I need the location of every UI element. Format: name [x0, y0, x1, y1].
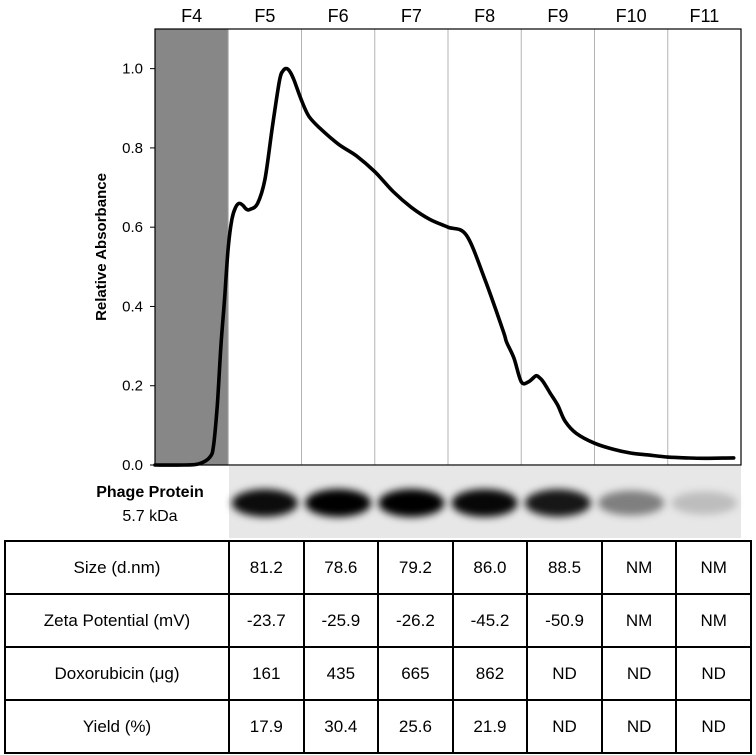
table-cell: -26.2 — [377, 593, 454, 648]
y-tick-label: 0.4 — [122, 298, 143, 315]
table-cell: 25.6 — [377, 699, 454, 754]
gel-bands — [231, 489, 738, 517]
table-cell: 88.5 — [526, 540, 603, 595]
table-cell: ND — [526, 646, 603, 701]
row-label: Doxorubicin (μg) — [4, 646, 230, 701]
fraction-label: F5 — [254, 6, 275, 26]
table-cell: 862 — [451, 646, 529, 701]
fraction-label: F7 — [401, 6, 422, 26]
y-tick-label: 0.0 — [122, 457, 143, 474]
table-cell: 78.6 — [302, 540, 380, 595]
y-axis-ticks: 0.0 0.2 0.4 0.6 0.8 1.0 — [122, 61, 155, 474]
table-cell: 17.9 — [228, 699, 305, 754]
gel-band — [451, 489, 518, 517]
fraction-label: F4 — [181, 6, 202, 26]
data-table: Size (d.nm) 81.2 78.6 79.2 86.0 88.5 NM NM Zeta … — [4, 540, 752, 754]
table-cell: 665 — [377, 646, 454, 701]
table-cell: ND — [526, 699, 603, 754]
gel-band — [524, 489, 591, 517]
gridlines — [227, 29, 669, 465]
fraction-label: F11 — [690, 6, 720, 26]
row-label: Yield (%) — [4, 699, 230, 754]
gel-band — [231, 489, 298, 517]
y-tick-label: 0.8 — [122, 140, 143, 157]
chart: F4 F5 F6 F7 F8 F9 F10 F11 0.0 0.2 0.4 0.6 0.8 1.0 Re… — [93, 6, 742, 538]
table-cell: -45.2 — [451, 593, 529, 648]
shade-layer — [155, 29, 229, 465]
gel-band — [305, 489, 372, 517]
y-axis-label: Relative Absorbance — [93, 173, 110, 321]
gel-band — [671, 491, 738, 515]
y-tick-label: 1.0 — [122, 61, 143, 78]
table-row: Yield (%) 17.9 30.4 25.6 21.9 ND ND ND — [4, 699, 752, 754]
fraction-label: F9 — [547, 6, 568, 26]
table-cell: ND — [600, 699, 678, 754]
row-label: Size (d.nm) — [4, 540, 230, 595]
table-cell: -25.9 — [302, 593, 380, 648]
fraction-label: F10 — [616, 6, 647, 26]
table-cell: -50.9 — [526, 593, 603, 648]
table-cell: 79.2 — [377, 540, 454, 595]
table-cell: 161 — [228, 646, 305, 701]
table-cell: NM — [675, 540, 752, 595]
shaded-fraction — [155, 29, 229, 465]
table-cell: ND — [675, 646, 752, 701]
fraction-labels: F4 F5 F6 F7 F8 F9 F10 F11 — [181, 6, 719, 26]
table-cell: ND — [600, 646, 678, 701]
table-cell: 86.0 — [451, 540, 529, 595]
table-cell: NM — [600, 540, 678, 595]
table-cell: 81.2 — [228, 540, 305, 595]
table-cell: 21.9 — [451, 699, 529, 754]
table-row: Doxorubicin (μg) 161 435 665 862 ND ND ND — [4, 646, 752, 701]
table-cell: 30.4 — [302, 699, 380, 754]
gel-label-protein: Phage Protein — [96, 484, 204, 501]
table-cell: ND — [675, 699, 752, 754]
table-row: Zeta Potential (mV) -23.7 -25.9 -26.2 -45.2-… — [4, 593, 752, 648]
gel-band — [378, 489, 445, 517]
table-cell: NM — [675, 593, 752, 648]
fraction-label: F8 — [474, 6, 495, 26]
y-tick-label: 0.2 — [122, 378, 143, 395]
absorbance-curve — [153, 66, 736, 467]
gel-band — [598, 490, 665, 516]
table-cell: NM — [600, 593, 678, 648]
row-label: Zeta Potential (mV) — [4, 593, 230, 648]
fraction-label: F6 — [328, 6, 349, 26]
y-tick-label: 0.6 — [122, 219, 143, 236]
table-cell: 435 — [302, 646, 380, 701]
table-row: Size (d.nm) 81.2 78.6 79.2 86.0 88.5 NM NM — [4, 540, 752, 595]
gel-label-size: 5.7 kDa — [122, 508, 177, 525]
plot-frame — [154, 28, 742, 466]
table-cell: -23.7 — [228, 593, 305, 648]
